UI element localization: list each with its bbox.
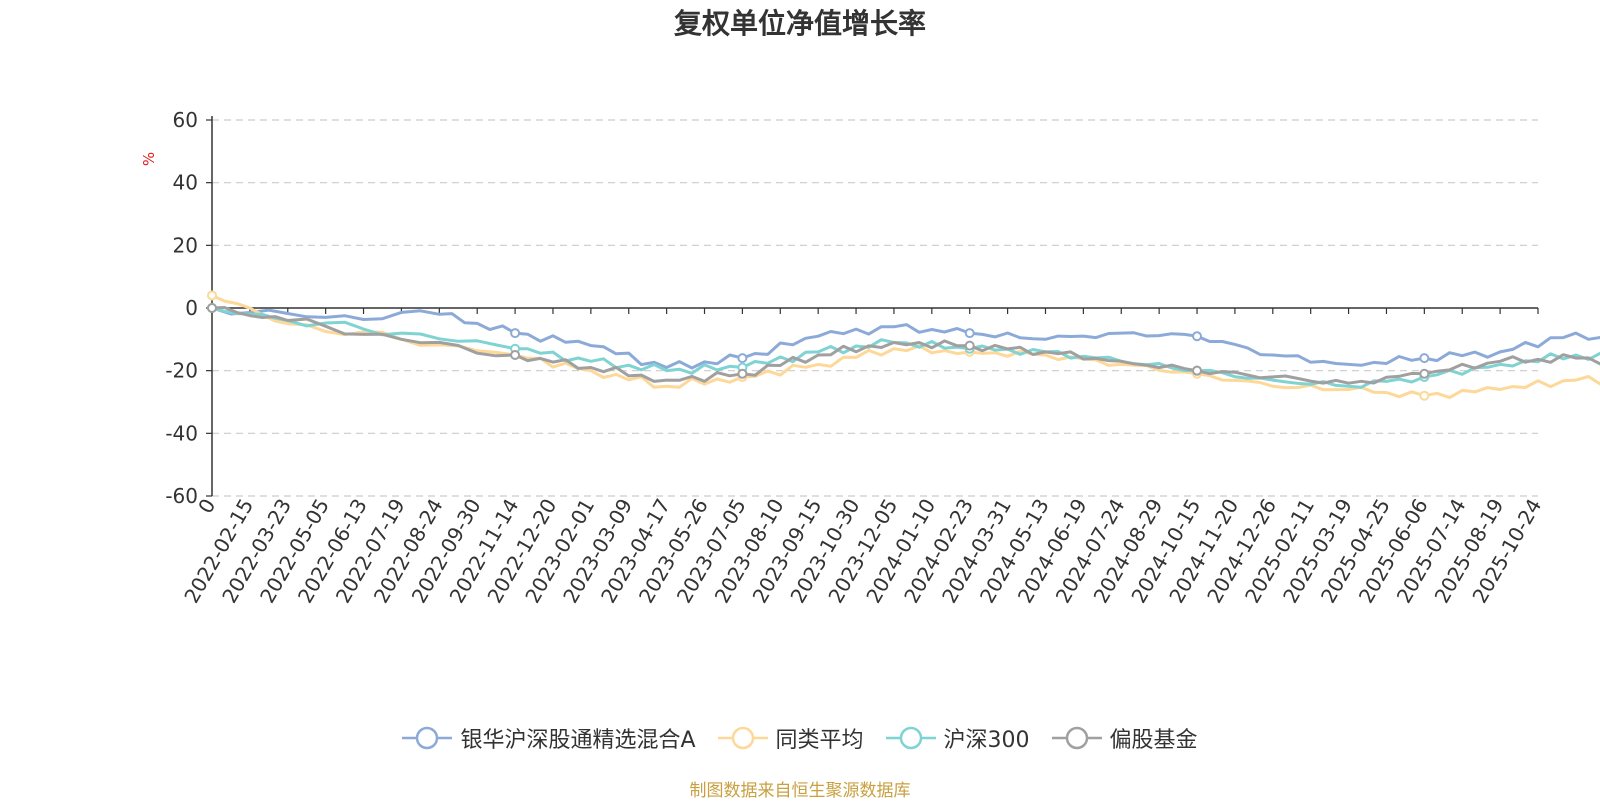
legend-item[interactable]: 银华沪深股通精选混合A [402, 722, 696, 754]
legend-symbol-icon [717, 726, 768, 750]
series-line [211, 306, 1600, 389]
series-line [211, 294, 1600, 400]
grid-layer [212, 119, 1538, 497]
legend-symbol-icon [885, 726, 936, 750]
y-tick-label: 0 [185, 296, 198, 320]
series-point [1419, 368, 1430, 379]
series-point [510, 350, 521, 360]
series-point [1419, 390, 1430, 401]
legend-item[interactable]: 同类平均 [717, 722, 864, 754]
series-point [1192, 365, 1203, 376]
series-point [510, 328, 521, 339]
legend-label: 银华沪深股通精选混合A [460, 728, 696, 753]
source-note: 制图数据来自恒生聚源数据库 [689, 781, 911, 801]
legend-symbol-icon [402, 726, 453, 750]
legend-item[interactable]: 沪深300 [885, 722, 1030, 754]
series-layer [207, 290, 1600, 401]
legend-item[interactable]: 偏股基金 [1051, 722, 1198, 754]
y-tick-label: 60 [173, 108, 198, 132]
y-tick-label: -20 [165, 359, 198, 383]
y-tick-label: -40 [165, 421, 198, 445]
series-point [964, 340, 975, 351]
y-tick-label: 20 [173, 233, 198, 257]
x-tick-label: 0 [193, 495, 220, 518]
series-point [737, 353, 748, 364]
series-point [964, 328, 975, 339]
legend-label: 同类平均 [775, 728, 864, 753]
series-point [1419, 353, 1430, 364]
series-point [1192, 331, 1203, 342]
series-line [211, 306, 1600, 385]
series-point [207, 290, 217, 301]
legend-label: 偏股基金 [1109, 728, 1198, 753]
series-point [207, 303, 217, 313]
legend-label: 沪深300 [943, 728, 1030, 753]
legend: 银华沪深股通精选混合A 同类平均 沪深300 偏股基金 [0, 722, 1600, 754]
series-point [737, 368, 748, 379]
y-tick-label: 40 [173, 171, 198, 195]
y-tick-label: -60 [165, 484, 198, 508]
chart-title: 复权单位净值增长率 [673, 7, 926, 40]
legend-symbol-icon [1051, 726, 1102, 750]
